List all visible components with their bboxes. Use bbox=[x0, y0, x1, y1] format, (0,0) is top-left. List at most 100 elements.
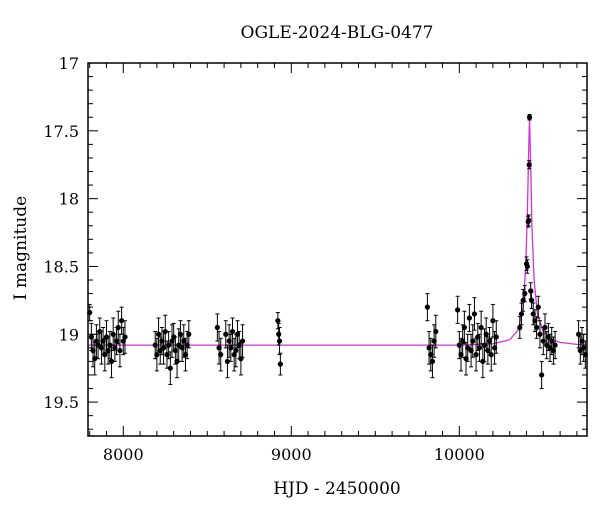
data-point bbox=[539, 360, 545, 390]
x-tick-label: 10000 bbox=[434, 445, 485, 464]
point-marker bbox=[276, 331, 282, 337]
point-marker bbox=[117, 347, 123, 354]
data-point bbox=[552, 331, 558, 360]
model-curve bbox=[88, 117, 588, 346]
point-marker bbox=[470, 338, 476, 344]
y-tick-label: 17 bbox=[59, 54, 79, 73]
point-marker bbox=[233, 347, 239, 354]
data-point bbox=[224, 344, 231, 379]
point-marker bbox=[483, 331, 489, 337]
point-marker bbox=[526, 114, 533, 120]
data-point bbox=[526, 114, 533, 121]
point-marker bbox=[524, 263, 530, 270]
model-layer bbox=[88, 117, 588, 346]
point-marker bbox=[517, 324, 523, 331]
data-point bbox=[228, 333, 234, 362]
data-point bbox=[117, 333, 123, 368]
data-point bbox=[424, 293, 430, 322]
point-marker bbox=[488, 352, 494, 358]
point-marker bbox=[526, 217, 532, 223]
point-marker bbox=[522, 290, 528, 297]
data-point bbox=[522, 284, 528, 303]
data-point bbox=[162, 314, 168, 349]
point-marker bbox=[429, 358, 436, 364]
point-marker bbox=[552, 342, 558, 348]
data-point bbox=[277, 352, 283, 376]
ticks-layer: 8000 9000 10000 17 17.5 18 18.5 19 19.5 bbox=[43, 54, 587, 464]
data-point bbox=[229, 317, 236, 346]
data-point bbox=[214, 313, 220, 342]
point-marker bbox=[539, 372, 545, 378]
data-point bbox=[122, 320, 128, 354]
data-point bbox=[493, 320, 499, 354]
point-marker bbox=[224, 358, 231, 364]
y-tick-label: 19 bbox=[59, 325, 79, 344]
point-marker bbox=[275, 318, 281, 324]
point-marker bbox=[542, 324, 548, 331]
data-point bbox=[223, 320, 229, 349]
y-tick-label: 17.5 bbox=[43, 122, 79, 141]
data-point bbox=[154, 337, 160, 372]
data-point bbox=[517, 316, 523, 339]
plot-frame bbox=[87, 62, 588, 437]
point-marker bbox=[528, 297, 535, 303]
point-marker bbox=[473, 352, 479, 358]
y-tick-label: 19.5 bbox=[43, 393, 79, 412]
point-marker bbox=[223, 331, 229, 337]
point-marker bbox=[433, 328, 439, 335]
data-point bbox=[115, 310, 121, 345]
data-point bbox=[528, 291, 535, 310]
data-point bbox=[535, 295, 541, 319]
point-marker bbox=[162, 328, 168, 335]
data-point bbox=[429, 344, 436, 379]
data-point bbox=[433, 314, 439, 349]
data-point bbox=[119, 306, 125, 335]
chart-title: OGLE-2024-BLG-0477 bbox=[241, 23, 434, 43]
point-marker bbox=[535, 304, 541, 310]
data-point bbox=[488, 337, 494, 372]
data-point bbox=[465, 333, 471, 362]
point-marker bbox=[166, 342, 172, 348]
point-marker bbox=[122, 334, 128, 340]
point-marker bbox=[229, 328, 236, 335]
data-point bbox=[455, 295, 461, 324]
data-point bbox=[526, 214, 532, 227]
data-point bbox=[533, 316, 540, 339]
point-marker bbox=[186, 331, 192, 337]
data-point bbox=[528, 282, 534, 300]
x-tick-label: 8000 bbox=[103, 445, 144, 464]
data-point bbox=[471, 297, 478, 331]
point-marker bbox=[471, 311, 478, 317]
data-point bbox=[105, 336, 111, 365]
point-marker bbox=[167, 365, 173, 371]
point-marker bbox=[490, 318, 496, 324]
point-marker bbox=[476, 345, 483, 351]
data-point bbox=[466, 303, 472, 333]
x-tick-label: 9000 bbox=[271, 445, 312, 464]
point-marker bbox=[155, 331, 162, 337]
x-axis-label: HJD - 2450000 bbox=[273, 479, 401, 499]
data-point bbox=[524, 259, 530, 274]
point-marker bbox=[119, 318, 125, 324]
point-marker bbox=[478, 324, 484, 331]
point-marker bbox=[115, 324, 121, 331]
data-point bbox=[275, 312, 281, 330]
data-point bbox=[542, 313, 548, 342]
point-marker bbox=[228, 345, 234, 351]
data-point bbox=[239, 324, 246, 358]
point-marker bbox=[533, 324, 540, 331]
point-marker bbox=[154, 352, 160, 358]
point-marker bbox=[108, 358, 115, 364]
point-marker bbox=[218, 352, 224, 358]
data-point bbox=[537, 320, 543, 349]
point-marker bbox=[518, 311, 525, 317]
data-point bbox=[526, 160, 532, 170]
y-axis-label: I magnitude bbox=[11, 196, 31, 300]
point-marker bbox=[214, 324, 220, 331]
point-marker bbox=[276, 338, 283, 344]
data-point bbox=[276, 326, 283, 356]
point-marker bbox=[277, 361, 283, 367]
point-marker bbox=[537, 331, 543, 337]
point-marker bbox=[526, 162, 532, 168]
